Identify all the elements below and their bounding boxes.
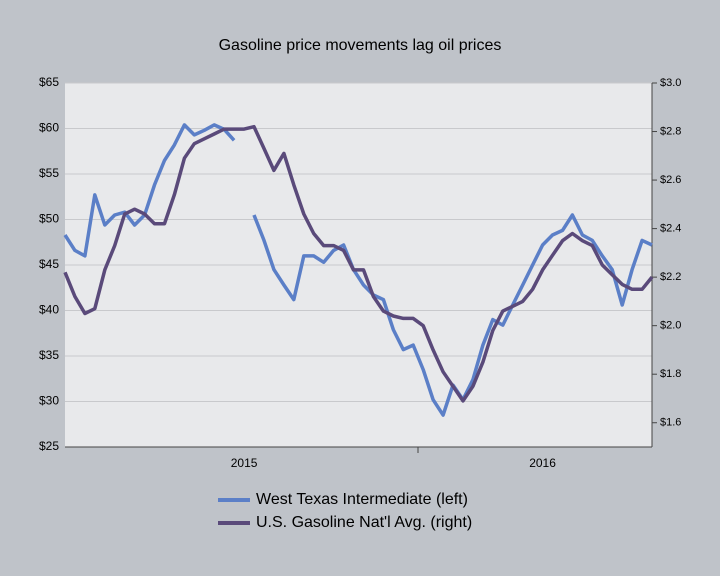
y-tick-label: $50 — [39, 212, 59, 226]
legend-label: U.S. Gasoline Nat'l Avg. (right) — [256, 514, 472, 531]
y2-tick-label: $2.0 — [660, 320, 681, 332]
x-tick-label: 2016 — [529, 456, 556, 470]
y-tick-label: $45 — [39, 257, 59, 271]
y2-tick-label: $1.8 — [660, 368, 681, 380]
y-tick-label: $25 — [39, 439, 59, 453]
legend-label: West Texas Intermediate (left) — [256, 491, 468, 508]
y-tick-label: $40 — [39, 303, 59, 317]
chart-title: Gasoline price movements lag oil prices — [219, 37, 502, 54]
y2-tick-label: $2.2 — [660, 271, 681, 283]
y-tick-label: $65 — [39, 75, 59, 89]
x-tick-label: 2015 — [231, 456, 258, 470]
y2-tick-label: $2.8 — [660, 125, 681, 137]
y-tick-label: $35 — [39, 348, 59, 362]
y-tick-label: $30 — [39, 394, 59, 408]
y2-tick-label: $2.6 — [660, 174, 681, 186]
y2-tick-label: $3.0 — [660, 77, 681, 89]
y2-tick-label: $2.4 — [660, 223, 681, 235]
series-line — [63, 124, 654, 403]
y-tick-label: $60 — [39, 121, 59, 135]
y2-tick-label: $1.6 — [660, 417, 681, 429]
y-tick-label: $55 — [39, 166, 59, 180]
